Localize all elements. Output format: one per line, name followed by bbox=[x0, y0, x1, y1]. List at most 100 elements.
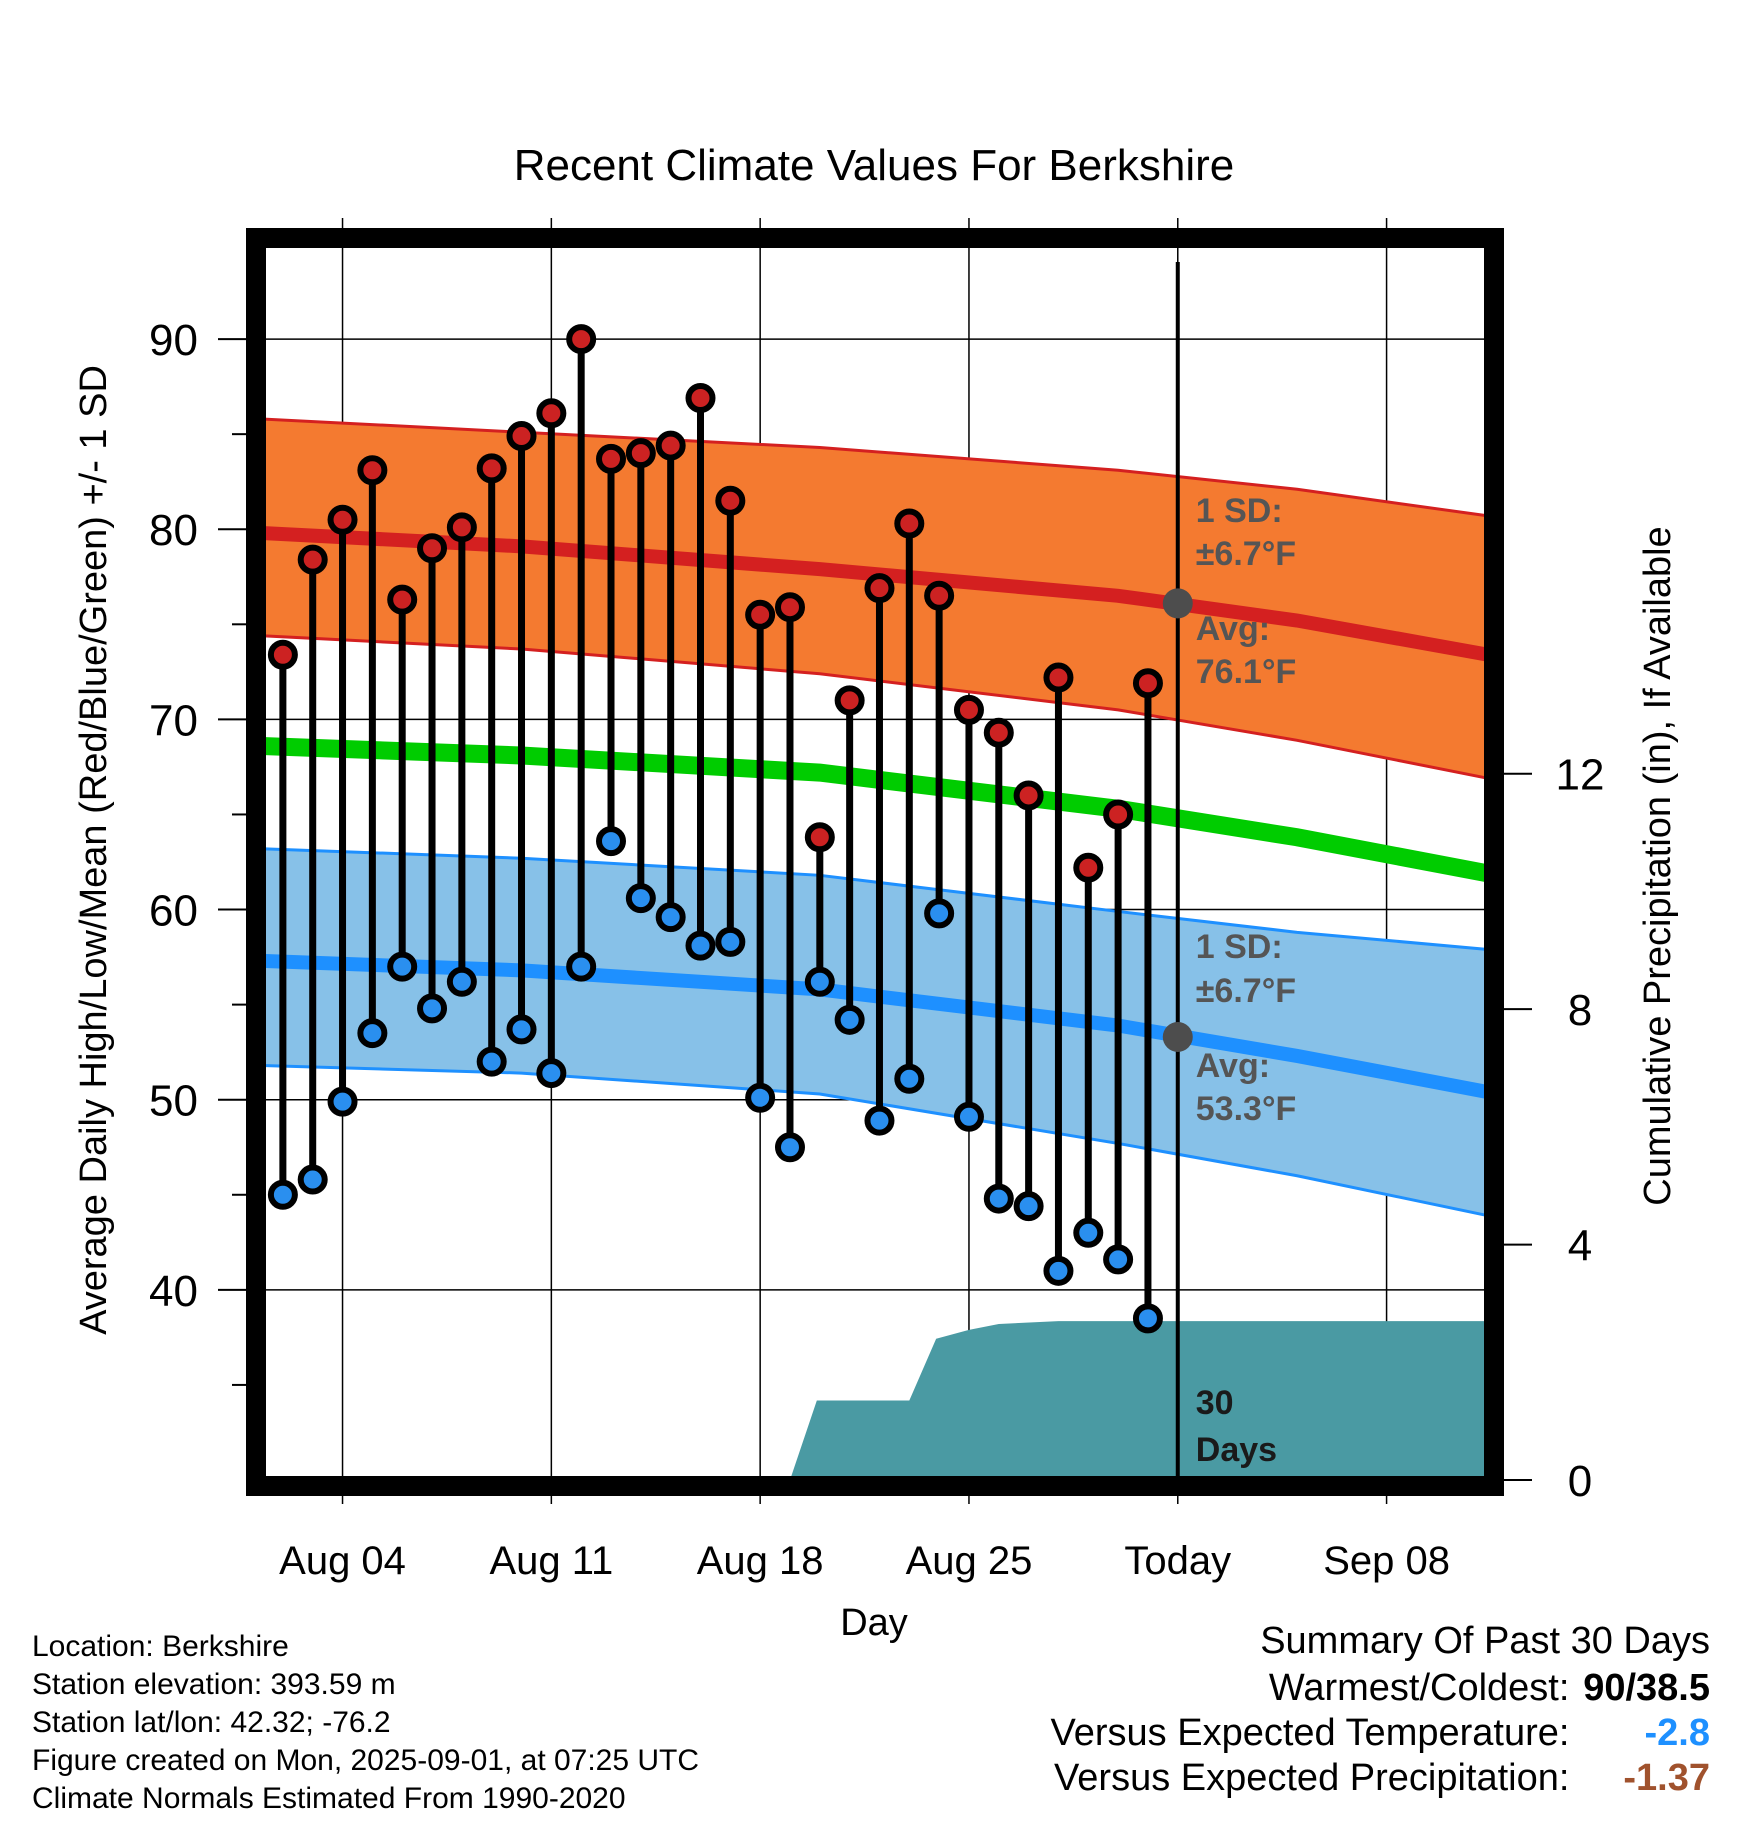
y2-tick-label: 4 bbox=[1568, 1222, 1592, 1271]
precip-versus-label: Versus Expected Precipitation: bbox=[1054, 1757, 1570, 1799]
today-low-avg-dot bbox=[1162, 1021, 1193, 1052]
daily-high-point bbox=[1073, 852, 1104, 883]
daily-high-point bbox=[774, 592, 805, 623]
temp-versus-label: Versus Expected Temperature: bbox=[1050, 1712, 1570, 1754]
daily-high-point bbox=[894, 508, 925, 539]
daily-low-point bbox=[1043, 1255, 1074, 1286]
daily-high-point bbox=[357, 455, 388, 486]
daily-low-point bbox=[1103, 1244, 1134, 1275]
daily-low-point bbox=[625, 883, 656, 914]
y-tick-label: 80 bbox=[149, 506, 198, 555]
daily-low-point bbox=[715, 926, 746, 957]
station-info: Location: Berkshire Station elevation: 3… bbox=[32, 1628, 699, 1818]
summary-temp-row: Versus Expected Temperature: -2.8 bbox=[1051, 1712, 1710, 1755]
daily-high-point bbox=[476, 453, 507, 484]
x-tick-label: Aug 04 bbox=[279, 1539, 406, 1583]
daily-low-point bbox=[267, 1179, 298, 1210]
latlon-text: Station lat/lon: 42.32; -76.2 bbox=[32, 1706, 391, 1739]
plot-frame bbox=[246, 228, 1504, 1496]
daily-temperature-bars bbox=[267, 324, 1163, 1334]
daily-high-point bbox=[446, 512, 477, 543]
low-avg-label: Avg: bbox=[1196, 1047, 1270, 1085]
y2-axis-label: Cumulative Precipitation (in), If Availa… bbox=[1637, 526, 1679, 1205]
daily-high-point bbox=[625, 438, 656, 469]
summary-precip-row: Versus Expected Precipitation: -1.37 bbox=[1051, 1757, 1710, 1800]
daily-low-point bbox=[357, 1018, 388, 1049]
daily-high-point bbox=[1132, 668, 1163, 699]
days-number-label: 30 bbox=[1196, 1384, 1234, 1422]
high-lower-line bbox=[261, 634, 1489, 780]
daily-high-point bbox=[1103, 799, 1134, 830]
daily-low-point bbox=[834, 1004, 865, 1035]
daily-high-point bbox=[297, 544, 328, 575]
normal-annotations: 1 SD: ±6.7°F Avg: 76.1°F 1 SD: ±6.7°F Avg: 53.3… bbox=[1196, 492, 1297, 1469]
daily-high-point bbox=[983, 717, 1014, 748]
high-avg-label: Avg: bbox=[1196, 610, 1270, 648]
daily-low-point bbox=[566, 951, 597, 982]
daily-low-point bbox=[417, 993, 448, 1024]
warmest-label: Warmest/Coldest: bbox=[1268, 1667, 1570, 1709]
daily-low-point bbox=[387, 951, 418, 982]
daily-high-point bbox=[327, 504, 358, 535]
daily-high-point bbox=[745, 599, 776, 630]
x-tick-label: Aug 25 bbox=[906, 1539, 1033, 1583]
daily-low-point bbox=[596, 826, 627, 857]
y-tick-label: 60 bbox=[149, 887, 198, 936]
daily-low-point bbox=[1073, 1217, 1104, 1248]
daily-high-point bbox=[685, 383, 716, 414]
daily-high-point bbox=[864, 573, 895, 604]
chart-title: Recent Climate Values For Berkshire bbox=[514, 141, 1235, 190]
daily-low-point bbox=[953, 1101, 984, 1132]
daily-low-point bbox=[685, 930, 716, 961]
x-tick-label: Aug 11 bbox=[489, 1539, 613, 1583]
low-sd-band bbox=[262, 848, 1488, 1216]
high-sd-label: 1 SD: bbox=[1196, 492, 1283, 530]
x-tick-label: Sep 08 bbox=[1323, 1539, 1450, 1583]
x-axis-label: Day bbox=[840, 1602, 908, 1644]
daily-high-point bbox=[655, 430, 686, 461]
daily-low-point bbox=[655, 902, 686, 933]
daily-high-point bbox=[1043, 662, 1074, 693]
y2-tick-label: 0 bbox=[1568, 1457, 1592, 1506]
low-sd-label: 1 SD: bbox=[1196, 928, 1283, 966]
y2-tick-label: 8 bbox=[1568, 986, 1592, 1035]
summary-panel: Summary Of Past 30 Days Warmest/Coldest:… bbox=[1051, 1620, 1710, 1800]
normal-bands bbox=[261, 417, 1490, 1218]
daily-high-point bbox=[387, 584, 418, 615]
daily-high-point bbox=[834, 685, 865, 716]
daily-low-point bbox=[536, 1058, 567, 1089]
precip-versus-value: -1.37 bbox=[1623, 1757, 1710, 1799]
high-avg-value: 76.1°F bbox=[1196, 653, 1297, 691]
daily-low-point bbox=[983, 1183, 1014, 1214]
normal-high-line bbox=[261, 526, 1490, 662]
x-tick-label: Aug 18 bbox=[697, 1539, 824, 1583]
daily-low-point bbox=[804, 966, 835, 997]
warmest-value: 90/38.5 bbox=[1583, 1667, 1710, 1709]
daily-high-point bbox=[506, 421, 537, 452]
axes: 40 50 60 70 80 90 0 4 8 12 Aug 04 Aug 11 Aug 18 Aug 2… bbox=[149, 228, 1604, 1583]
daily-high-point bbox=[953, 694, 984, 725]
y-tick-label: 40 bbox=[149, 1267, 198, 1316]
precipitation-area bbox=[262, 1321, 1488, 1480]
daily-high-point bbox=[596, 443, 627, 474]
daily-low-point bbox=[924, 898, 955, 929]
location-text: Location: Berkshire bbox=[32, 1630, 289, 1663]
summary-title: Summary Of Past 30 Days bbox=[1260, 1620, 1710, 1662]
daily-high-point bbox=[417, 533, 448, 564]
y-tick-label: 70 bbox=[149, 696, 198, 745]
created-text: Figure created on Mon, 2025-09-01, at 07… bbox=[32, 1744, 700, 1777]
y-tick-label: 90 bbox=[149, 316, 198, 365]
high-sd-value: ±6.7°F bbox=[1196, 535, 1296, 573]
daily-high-point bbox=[566, 324, 597, 355]
daily-low-point bbox=[327, 1086, 358, 1117]
days-word-label: Days bbox=[1196, 1431, 1277, 1469]
low-sd-value: ±6.7°F bbox=[1196, 972, 1296, 1010]
today-marker bbox=[1162, 262, 1193, 1480]
daily-low-point bbox=[1013, 1191, 1044, 1222]
daily-high-point bbox=[924, 580, 955, 611]
daily-low-point bbox=[894, 1063, 925, 1094]
low-avg-value: 53.3°F bbox=[1196, 1090, 1297, 1128]
summary-warmest-row: Warmest/Coldest: 90/38.5 bbox=[1051, 1667, 1710, 1710]
cumulative-precip-area bbox=[262, 1321, 1488, 1480]
